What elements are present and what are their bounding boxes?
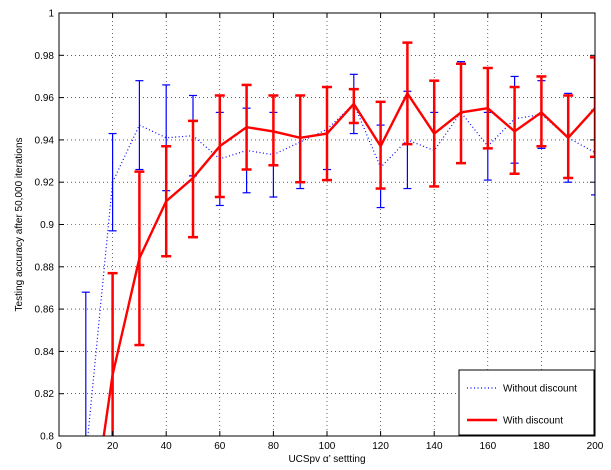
x-tick-label-4: 80 [268,441,280,452]
y-tick-label-9: 0.98 [35,51,55,62]
y-tick-label-1: 0.82 [35,389,55,400]
x-tick-label-10: 200 [587,441,604,452]
y-tick-label-8: 0.96 [35,93,55,104]
legend-box [458,369,595,436]
legend-label-with-discount: With discount [503,416,563,427]
x-tick-label-7: 140 [426,441,443,452]
plot-area [81,41,595,436]
y-tick-label-6: 0.92 [35,178,55,189]
x-tick-label-9: 180 [533,441,550,452]
x-tick-label-2: 40 [161,441,173,452]
x-tick-label-5: 100 [319,441,336,452]
x-axis-label: UCSpv α’ settting [288,454,365,465]
y-tick-label-5: 0.9 [40,220,54,231]
x-tick-label-1: 20 [107,441,119,452]
y-tick-label-0: 0.8 [40,432,54,443]
legend-label-without-discount: Without discount [503,384,577,395]
y-tick-label-10: 1 [48,9,54,20]
x-tick-label-6: 120 [372,441,389,452]
x-tick-label-3: 60 [214,441,226,452]
x-tick-label-0: 0 [56,441,62,452]
axis-ticks: 0 20 40 60 80 100 120 140 160 180 200 0.8 0.82 0.84 0.… [35,9,604,453]
series-line-without-discount [87,102,595,436]
y-tick-label-4: 0.88 [35,262,55,273]
x-tick-label-8: 160 [479,441,496,452]
y-tick-label-7: 0.94 [35,135,55,146]
legend: Without discount With discount [458,369,595,436]
y-tick-label-2: 0.84 [35,347,55,358]
y-tick-label-3: 0.86 [35,305,55,316]
y-axis-label: Testing accuracy after 50,000 iterations [14,138,25,312]
series-line-with-discount [102,91,595,436]
